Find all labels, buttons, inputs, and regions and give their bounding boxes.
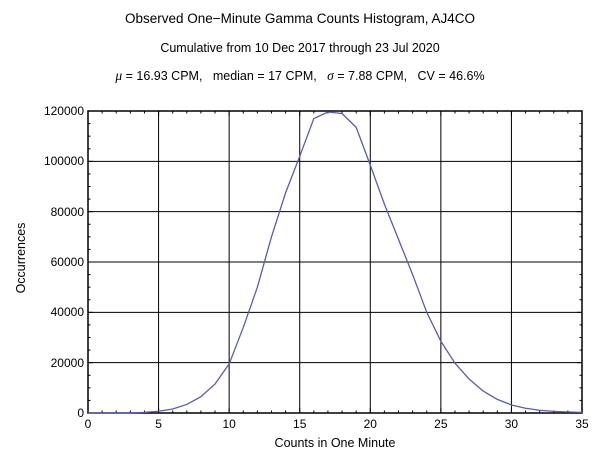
x-axis-label: Counts in One Minute	[274, 436, 396, 450]
plot-frame	[87, 110, 583, 414]
histogram-curve	[88, 111, 583, 414]
y-tick-label: 0	[77, 406, 84, 420]
x-tick-label: 15	[293, 417, 307, 431]
x-tick-label: 10	[222, 417, 236, 431]
chart-subtitle: Cumulative from 10 Dec 2017 through 23 J…	[160, 41, 440, 55]
x-tick-label: 30	[504, 417, 519, 431]
y-tick-label: 100000	[43, 154, 84, 169]
greek-symbol: σ	[327, 68, 334, 83]
x-tick-label: 0	[84, 417, 92, 431]
chart-stats-line: μ = 16.93 CPM, median = 17 CPM, σ = 7.88…	[0, 68, 600, 84]
y-tick-label: 40000	[50, 305, 84, 320]
y-tick-label: 80000	[50, 204, 84, 219]
y-tick-label: 120000	[43, 104, 84, 118]
x-tick-label: 25	[434, 417, 448, 431]
greek-symbol: μ	[115, 68, 123, 83]
stats-text: = 16.93 CPM,	[122, 69, 213, 83]
stats-text: = 7.88 CPM, CV = 46.6%	[333, 69, 485, 83]
x-tick-label: 20	[363, 417, 377, 431]
x-tick-label: 5	[155, 417, 162, 431]
stats-text: median = 17 CPM,	[212, 69, 328, 83]
x-tick-label: 35	[575, 417, 589, 431]
y-tick-label: 60000	[50, 255, 84, 269]
chart-title: Observed One−Minute Gamma Counts Histogr…	[124, 11, 476, 26]
y-tick-label: 20000	[50, 355, 84, 370]
